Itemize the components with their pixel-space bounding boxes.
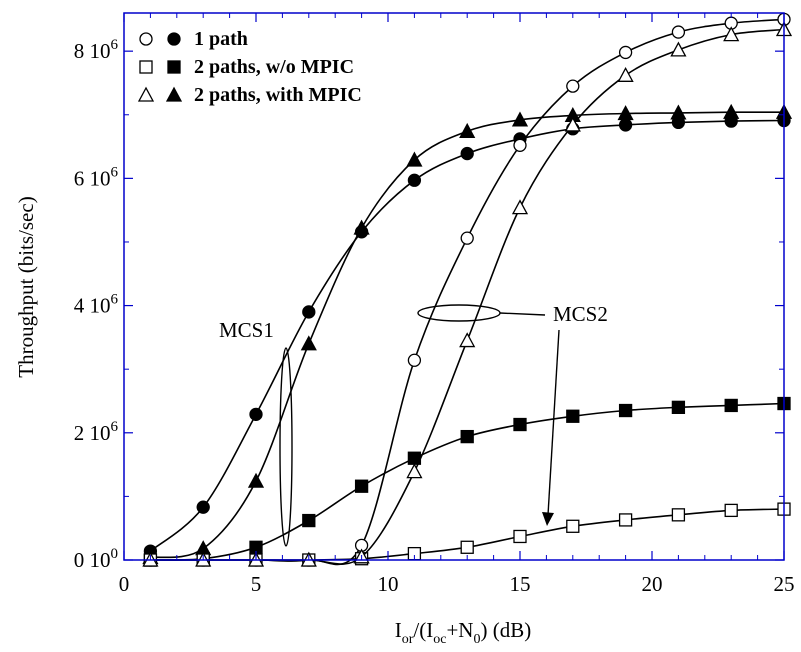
data-point-mcs2-2-paths-with-mpic-21: [670, 41, 687, 57]
x-tick-label-15: 15: [510, 572, 531, 596]
plot-frame: [123, 12, 785, 561]
data-point-mcs1-2-paths-w-o-mpic-9: [354, 479, 369, 493]
data-point-mcs2-2-paths-w-o-mpic-13: [460, 540, 474, 554]
data-point-mcs1-1-path-5: [249, 407, 263, 421]
data-point-mcs1-2-paths-w-o-mpic-7: [302, 513, 316, 528]
y-tick-label-6: 6 106: [74, 164, 119, 190]
y-tick-label-2: 2 106: [74, 419, 119, 445]
annotation-layer: MCS1 MCS2: [219, 302, 608, 547]
series-line-mcs2-2-paths-with-mpic: [150, 28, 785, 565]
data-point-mcs1-2-paths-with-mpic-21: [670, 104, 687, 120]
y-axis-title: Throughput (bits/sec): [14, 196, 38, 377]
data-point-mcs1-2-paths-w-o-mpic-13: [460, 429, 474, 444]
legend-marker-filled-2-paths-w-o-mpic: [167, 60, 181, 74]
annotation-mcs1-ellipse: [279, 347, 293, 547]
data-point-mcs1-1-path-7: [302, 305, 316, 319]
series-mcs1-2-paths-with-mpic: [142, 103, 793, 565]
data-point-mcs1-2-paths-with-mpic-23: [723, 103, 740, 119]
annotation-mcs2-arrowhead: [542, 512, 554, 526]
data-point-mcs2-2-paths-with-mpic-23: [723, 26, 740, 42]
data-point-mcs1-1-path-3: [196, 500, 210, 514]
data-point-mcs2-2-paths-with-mpic-15: [511, 199, 529, 215]
y-tick-label-4: 4 106: [74, 292, 119, 318]
data-point-mcs2-2-paths-w-o-mpic-19: [618, 513, 633, 527]
annotation-mcs2-arrow-line: [547, 329, 560, 516]
data-point-mcs1-2-paths-with-mpic-13: [459, 122, 476, 138]
data-point-mcs2-1-path-11: [407, 353, 422, 367]
legend-marker-open-2-paths-w-o-mpic: [139, 60, 153, 74]
x-tick-label-20: 20: [642, 572, 663, 596]
data-point-mcs1-1-path-11: [407, 173, 422, 187]
data-point-mcs2-1-path-13: [460, 231, 474, 245]
data-point-mcs2-2-paths-with-mpic-11: [406, 463, 423, 479]
data-point-mcs1-2-paths-with-mpic-19: [617, 105, 634, 121]
legend-marker-open-1-path: [139, 32, 153, 46]
series-line-mcs1-2-paths-w-o-mpic: [150, 402, 785, 561]
legend-label-2-paths-with-mpic: 2 paths, with MPIC: [194, 84, 362, 106]
data-point-mcs2-1-path-17: [566, 79, 580, 93]
axis-frame-layer: [123, 12, 785, 561]
data-point-mcs1-2-paths-with-mpic-15: [511, 111, 529, 127]
data-point-mcs2-1-path-19: [618, 45, 633, 60]
annotation-mcs1: MCS1: [219, 318, 274, 342]
data-point-mcs2-2-paths-w-o-mpic-23: [724, 503, 738, 518]
x-tick-label-25: 25: [774, 572, 795, 596]
data-point-mcs1-2-paths-with-mpic-9: [353, 219, 370, 235]
data-point-mcs1-2-paths-w-o-mpic-17: [566, 409, 580, 423]
y-tick-label-0: 0 100: [74, 546, 118, 572]
tick-layer: 0 5 10 15 20 25 0 100 2 106 4 106 6 106 8 106: [74, 13, 795, 596]
legend-marker-filled-2-paths-with-mpic: [165, 86, 183, 102]
data-point-mcs2-2-paths-with-mpic-19: [617, 66, 634, 82]
data-point-mcs1-2-paths-w-o-mpic-15: [513, 417, 527, 432]
y-tick-label-8: 8 106: [74, 37, 119, 63]
data-point-mcs2-2-paths-with-mpic-17: [564, 116, 581, 132]
legend-marker-open-2-paths-with-mpic: [137, 86, 155, 102]
data-point-mcs1-2-paths-with-mpic-5: [247, 472, 265, 488]
annotation-mcs2-ellipse: [417, 304, 501, 322]
legend-label-1-path: 1 path: [194, 28, 248, 50]
x-tick-label-5: 5: [251, 572, 262, 596]
data-point-mcs2-2-paths-with-mpic-13: [459, 332, 476, 348]
data-point-mcs2-2-paths-w-o-mpic-17: [566, 519, 580, 533]
data-point-mcs1-2-paths-with-mpic-11: [406, 151, 423, 167]
data-point-mcs1-2-paths-w-o-mpic-23: [724, 398, 738, 413]
data-point-mcs2-2-paths-w-o-mpic-21: [671, 508, 686, 522]
data-point-mcs2-2-paths-w-o-mpic-15: [513, 529, 527, 544]
data-point-mcs1-2-paths-w-o-mpic-21: [671, 400, 686, 414]
annotation-mcs2-leader: [499, 312, 546, 316]
data-point-mcs1-2-paths-with-mpic-7: [300, 335, 317, 351]
x-tick-label-0: 0: [119, 572, 130, 596]
x-axis-title: Ior/(Ioc+N0) (dB): [395, 618, 531, 647]
x-tick-label-10: 10: [378, 572, 399, 596]
data-point-mcs2-1-path-21: [671, 25, 686, 39]
legend-marker-filled-1-path: [167, 32, 181, 46]
data-point-mcs1-2-paths-w-o-mpic-19: [618, 403, 633, 418]
legend: 1 path 2 paths, w/o MPIC 2 paths, with MPI…: [137, 28, 362, 106]
data-point-mcs2-1-path-15: [513, 138, 527, 152]
data-point-mcs1-1-path-19: [618, 118, 633, 132]
legend-label-2-paths-w-o-mpic: 2 paths, w/o MPIC: [194, 56, 354, 78]
legend-item-2-paths-w-o-mpic: 2 paths, w/o MPIC: [139, 56, 354, 78]
data-point-mcs1-1-path-13: [460, 146, 474, 161]
legend-item-1-path: 1 path: [139, 28, 248, 50]
annotation-mcs2: MCS2: [553, 302, 608, 326]
legend-item-2-paths-with-mpic: 2 paths, with MPIC: [137, 84, 362, 106]
